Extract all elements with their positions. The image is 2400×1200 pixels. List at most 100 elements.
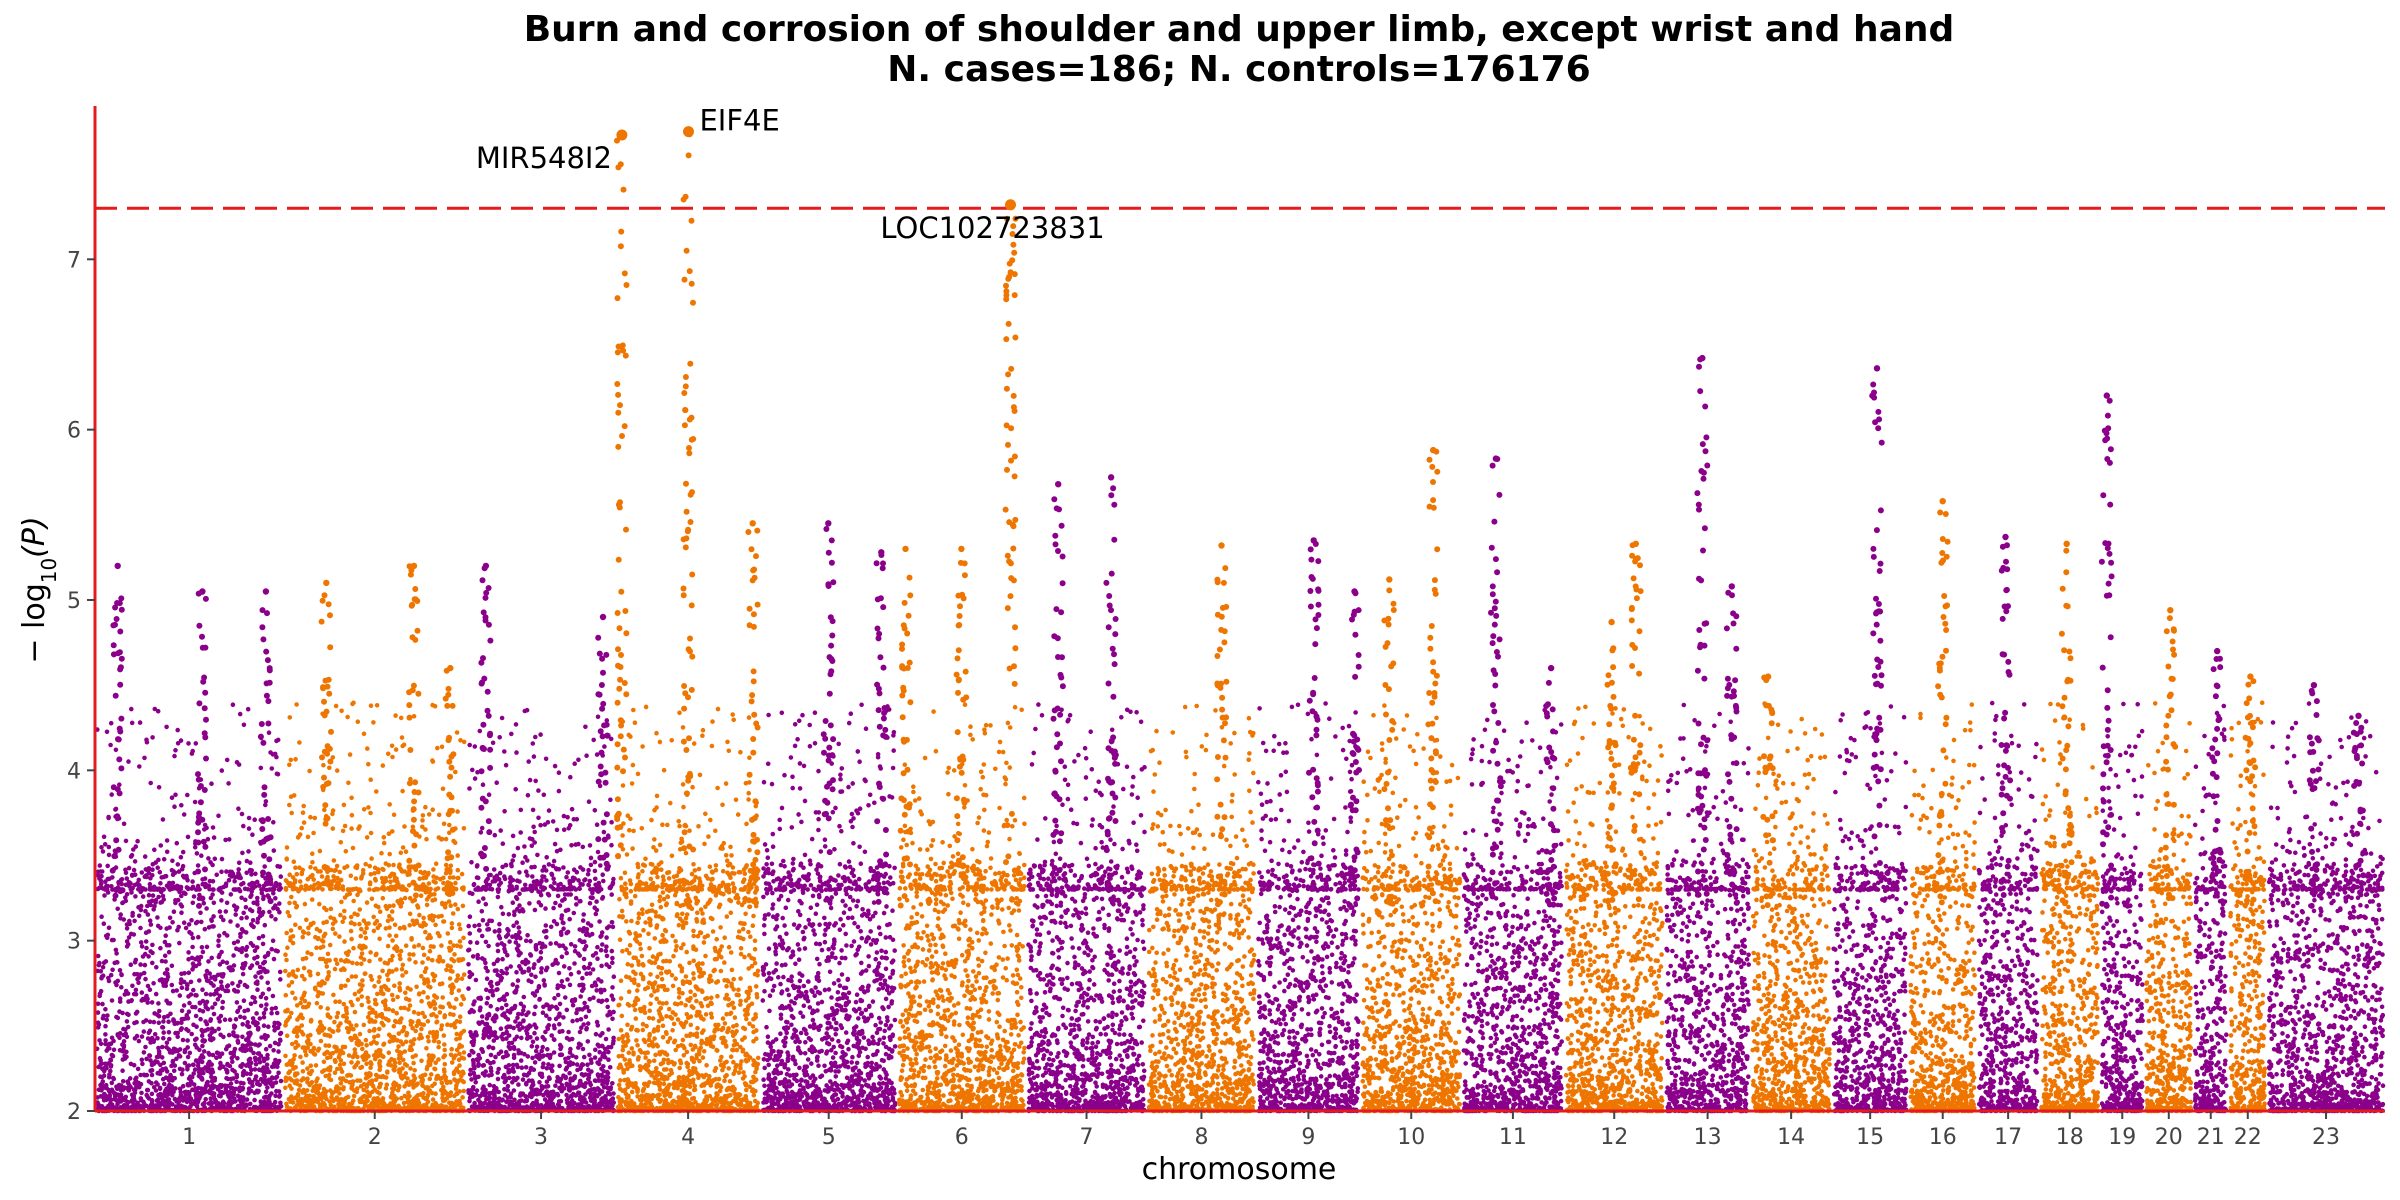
snp-point [266, 856, 273, 863]
snp-point [875, 635, 882, 642]
snp-point [1054, 886, 1061, 893]
snp-point [746, 881, 753, 888]
snp-point [1871, 672, 1878, 679]
snp-point [1695, 791, 1702, 798]
snp-point [1731, 692, 1737, 699]
snp-point [1492, 598, 1499, 605]
snp-point [1221, 891, 1228, 898]
snp-point [1012, 645, 1019, 652]
snp-point [754, 527, 761, 534]
snp-point [413, 831, 420, 838]
snp-point [480, 609, 487, 616]
snp-point [621, 423, 628, 430]
snp-point [615, 646, 621, 653]
snp-point [1012, 624, 1018, 631]
peak-10 [745, 520, 761, 906]
snp-point [1383, 780, 1390, 787]
snp-point [2163, 791, 2170, 798]
snp-point [688, 602, 695, 609]
snp-point [1876, 714, 1883, 721]
snp-point [1701, 770, 1708, 777]
snp-point [899, 664, 906, 671]
snp-point [1309, 708, 1316, 715]
snp-point [1309, 794, 1316, 801]
snp-point [1008, 575, 1015, 582]
snp-point [412, 892, 419, 899]
snp-point [1698, 468, 1705, 474]
snp-point [2000, 564, 2007, 571]
snp-point [2242, 734, 2249, 741]
snp-point [260, 636, 267, 643]
snp-point [324, 743, 331, 750]
snp-point [1695, 501, 1702, 508]
snp-point [2172, 743, 2179, 750]
peak-24 [1543, 664, 1558, 908]
snp-point [2359, 760, 2366, 767]
snp-point [876, 630, 883, 637]
snp-point [1426, 690, 1433, 696]
snp-point [200, 838, 207, 845]
snp-point [411, 842, 418, 849]
chromosome-points-18 [2039, 701, 2101, 1114]
snp-point [1632, 712, 1639, 719]
peak-4 [406, 562, 422, 899]
snp-point [1428, 767, 1435, 773]
snp-point [1352, 673, 1359, 680]
snp-point [881, 705, 888, 711]
snp-point [681, 390, 688, 396]
snp-point [1763, 832, 1770, 839]
snp-point [1051, 865, 1058, 871]
snp-point [689, 571, 696, 578]
snp-point [478, 850, 485, 857]
snp-point [2163, 832, 2169, 839]
peak-38 [2306, 682, 2322, 909]
snp-point [1006, 665, 1013, 672]
snp-point [2166, 615, 2173, 622]
snp-point [2106, 397, 2113, 404]
snp-point [2003, 558, 2009, 565]
snp-point [1609, 888, 1616, 895]
peak-17 [1103, 474, 1119, 903]
snp-point [1008, 425, 1015, 432]
snp-point [619, 886, 626, 893]
snp-point [1551, 895, 1558, 902]
snp-point [1110, 485, 1117, 492]
snp-point [414, 627, 421, 634]
snp-point [2108, 811, 2115, 818]
snp-point [1610, 664, 1617, 671]
snp-point [1430, 479, 1436, 485]
snp-point [259, 818, 266, 825]
snp-point [954, 729, 961, 736]
snp-point [681, 829, 688, 836]
snp-point [682, 374, 689, 380]
snp-point [623, 630, 630, 637]
snp-point [410, 806, 417, 813]
snp-point [199, 633, 205, 640]
snp-point [2357, 820, 2364, 827]
snp-point [1221, 878, 1228, 885]
snp-point [1108, 896, 1115, 903]
snp-point [595, 778, 602, 785]
snp-point [1314, 804, 1321, 811]
snp-point [687, 635, 693, 642]
snp-point [829, 786, 836, 793]
snp-point [1631, 823, 1638, 829]
snp-point [2063, 747, 2070, 754]
snp-point [829, 618, 836, 625]
snp-point [1109, 779, 1116, 786]
snp-point [2250, 880, 2257, 887]
snp-point [2100, 841, 2106, 848]
snp-point [1875, 425, 1882, 432]
snp-point [618, 228, 625, 235]
snp-point [1870, 553, 1877, 560]
peak-2 [257, 588, 274, 905]
snp-point [1388, 852, 1395, 859]
snp-point [2353, 731, 2360, 738]
x-tick-label: 19 [2108, 1125, 2136, 1150]
snp-point [750, 678, 757, 685]
snp-point [685, 777, 692, 784]
snp-point [1768, 720, 1775, 727]
snp-point [1431, 690, 1438, 696]
snp-point [1870, 630, 1877, 637]
snp-point [2068, 829, 2075, 836]
